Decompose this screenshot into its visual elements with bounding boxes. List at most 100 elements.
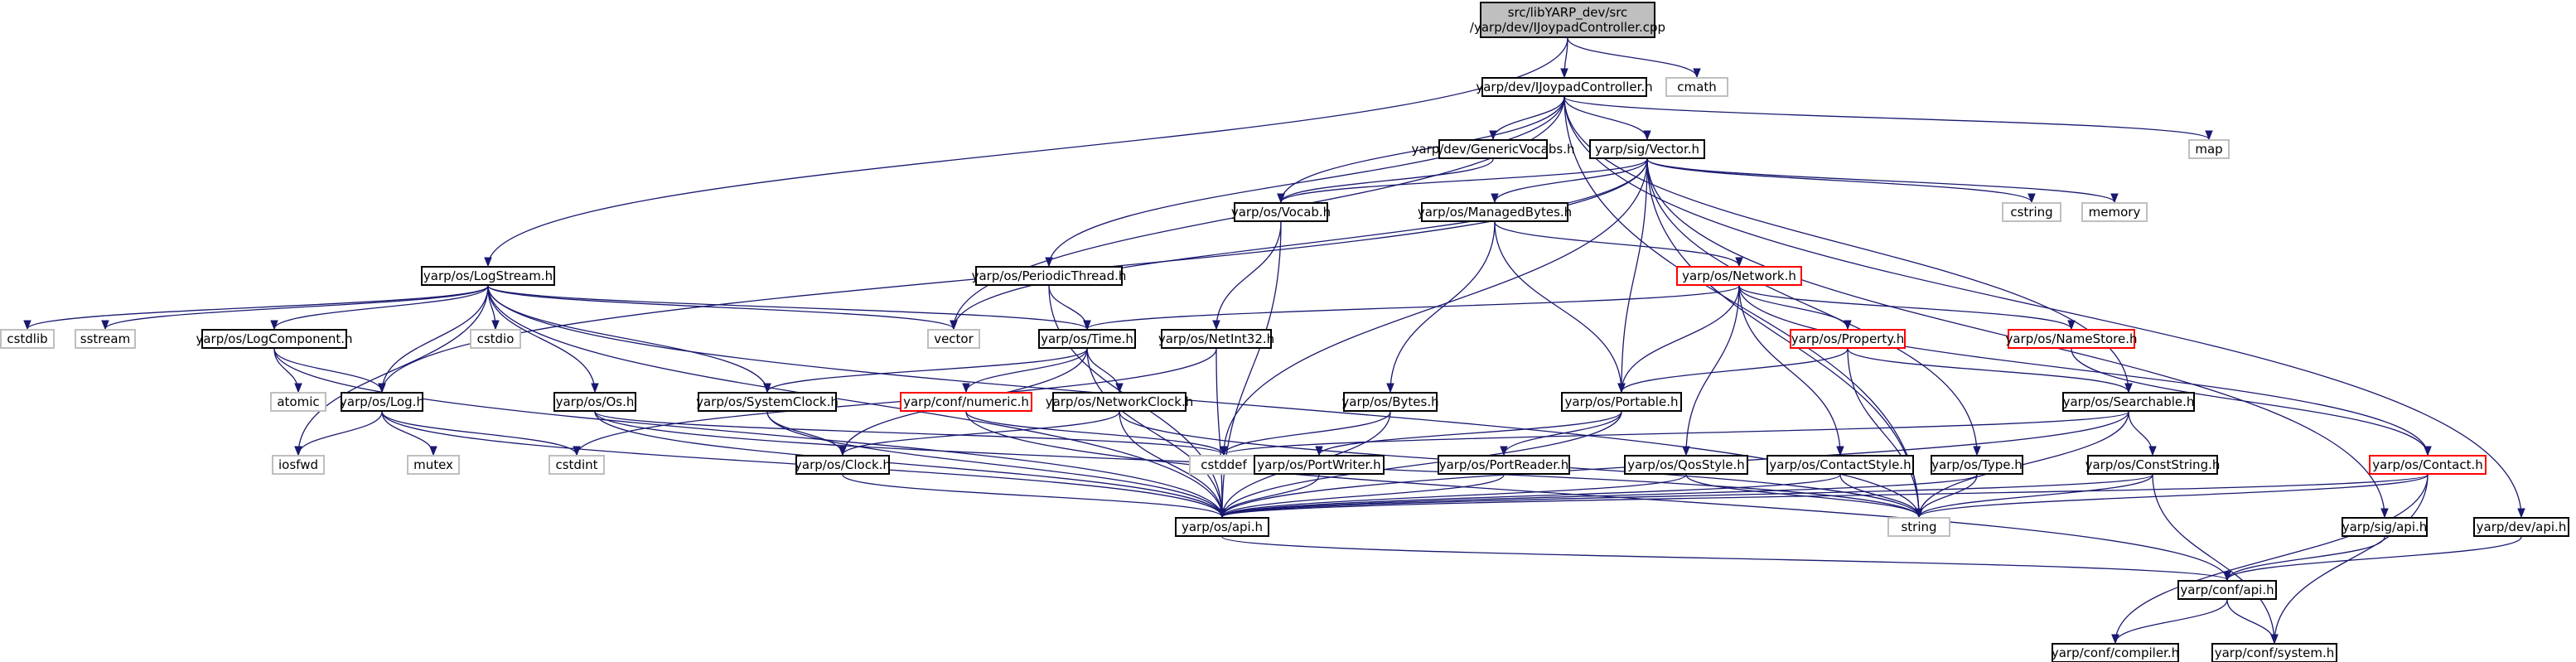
- node-ijoy[interactable]: yarp/dev/IJoypadController.h: [1476, 77, 1653, 97]
- node-label-searchable: yarp/os/Searchable.h: [2063, 394, 2195, 409]
- node-box-netint32: [1161, 329, 1272, 349]
- node-sigvector[interactable]: yarp/sig/Vector.h: [1589, 139, 1705, 159]
- node-label-logstream: yarp/os/LogStream.h: [423, 268, 553, 283]
- node-portable[interactable]: yarp/os/Portable.h: [1561, 392, 1682, 412]
- edge-contact-to-osapi: [1222, 474, 2429, 518]
- node-clock[interactable]: yarp/os/Clock.h: [795, 455, 891, 475]
- node-logcomp[interactable]: yarp/os/LogComponent.h: [196, 329, 353, 349]
- edge-network-to-namestore: [1738, 285, 2071, 330]
- node-box-string: [1887, 517, 1950, 537]
- edge-searchable-to-string: [1919, 411, 2129, 517]
- edge-sigvector-to-cstring: [1646, 158, 2032, 203]
- node-box-contactstyle: [1766, 455, 1914, 475]
- edge-root-to-logstream: [488, 37, 1568, 266]
- node-sysclock[interactable]: yarp/os/SystemClock.h: [696, 392, 839, 412]
- edge-managedbytes-to-network: [1494, 221, 1739, 267]
- edge-sysclock-to-osapi: [766, 411, 1222, 517]
- node-genvocabs[interactable]: yarp/dev/GenericVocabs.h: [1412, 139, 1575, 159]
- node-managedbytes[interactable]: yarp/os/ManagedBytes.h: [1418, 202, 1572, 222]
- node-label-devapi: yarp/dev/api.h: [2477, 519, 2567, 534]
- node-map: map: [2188, 139, 2230, 159]
- node-label-conststring: yarp/os/ConstString.h: [2085, 457, 2221, 472]
- edge-network-to-time: [1087, 285, 1740, 330]
- edge-sigvector-to-managedbytes: [1495, 158, 1648, 203]
- node-periodic[interactable]: yarp/os/PeriodicThread.h: [972, 266, 1127, 286]
- node-box-portwriter: [1254, 455, 1385, 475]
- node-label-iosfwd: iosfwd: [278, 457, 318, 472]
- node-log[interactable]: yarp/os/Log.h: [340, 392, 424, 412]
- node-box-time: [1038, 329, 1136, 349]
- node-label-portreader: yarp/os/PortReader.h: [1439, 457, 1569, 472]
- edge-numeric-to-cstddef: [965, 411, 1224, 456]
- edge-network-to-qosstyle: [1686, 285, 1740, 455]
- node-system[interactable]: yarp/conf/system.h: [2211, 643, 2337, 662]
- edge-logstream-to-logcomp: [274, 285, 489, 330]
- node-vocab[interactable]: yarp/os/Vocab.h: [1231, 202, 1331, 222]
- edge-namestore-to-contact: [2071, 348, 2428, 455]
- node-box-logcomp: [201, 329, 347, 349]
- edge-logcomp-to-log: [273, 348, 382, 393]
- node-portreader[interactable]: yarp/os/PortReader.h: [1438, 455, 1570, 475]
- node-label-clock: yarp/os/Clock.h: [795, 457, 891, 472]
- node-type[interactable]: yarp/os/Type.h: [1931, 455, 2023, 475]
- node-label-root: src/libYARP_dev/src: [1508, 5, 1628, 21]
- node-devapi[interactable]: yarp/dev/api.h: [2473, 517, 2569, 537]
- node-box-mutex: [407, 455, 460, 475]
- node-netclock[interactable]: yarp/os/NetworkClock.h: [1046, 392, 1194, 412]
- node-sigapi[interactable]: yarp/sig/api.h: [2342, 517, 2428, 537]
- node-property[interactable]: yarp/os/Property.h: [1790, 329, 1906, 349]
- node-compiler[interactable]: yarp/conf/compiler.h: [2052, 643, 2179, 662]
- edge-searchable-to-cstddef: [1224, 411, 2129, 456]
- node-box-managedbytes: [1421, 202, 1568, 222]
- node-box-portable: [1561, 392, 1682, 412]
- node-qosstyle[interactable]: yarp/os/QosStyle.h: [1624, 455, 1748, 475]
- node-contact[interactable]: yarp/os/Contact.h: [2369, 455, 2487, 475]
- edge-ijoy-to-sigvector: [1563, 96, 1647, 140]
- node-contactstyle[interactable]: yarp/os/ContactStyle.h: [1766, 455, 1914, 475]
- node-namestore[interactable]: yarp/os/NameStore.h: [2005, 329, 2138, 349]
- edge-osapi-to-confapi: [1221, 536, 2227, 581]
- node-box-osapi: [1175, 517, 1269, 537]
- node-label-confapi: yarp/conf/api.h: [2180, 582, 2274, 597]
- node-network[interactable]: yarp/os/Network.h: [1676, 266, 1802, 286]
- node-netint32[interactable]: yarp/os/NetInt32.h: [1158, 329, 1274, 349]
- node-box-os: [553, 392, 636, 412]
- node-mutex: mutex: [407, 455, 460, 475]
- node-confapi[interactable]: yarp/conf/api.h: [2177, 580, 2277, 600]
- edge-sigvector-to-portable: [1621, 158, 1648, 392]
- edge-conststring-to-osapi: [1222, 474, 2153, 518]
- edge-ijoy-to-map: [1563, 96, 2209, 140]
- edge-property-to-searchable: [1847, 348, 2129, 393]
- node-iosfwd: iosfwd: [272, 455, 325, 475]
- node-box-cstdlib: [0, 329, 55, 349]
- node-label-type: yarp/os/Type.h: [1931, 457, 2023, 472]
- edge-property-to-portable: [1621, 348, 1849, 393]
- node-label-cstring: cstring: [2010, 205, 2052, 220]
- edge-ijoy-to-devapi: [1563, 96, 2521, 517]
- node-portwriter[interactable]: yarp/os/PortWriter.h: [1254, 455, 1385, 475]
- node-logstream[interactable]: yarp/os/LogStream.h: [421, 266, 555, 286]
- node-cstdlib: cstdlib: [0, 329, 55, 349]
- node-label-logcomp: yarp/os/LogComponent.h: [196, 331, 352, 346]
- node-label-genvocabs: yarp/dev/GenericVocabs.h: [1412, 142, 1575, 157]
- edge-managedbytes-to-portable: [1494, 221, 1621, 392]
- node-os[interactable]: yarp/os/Os.h: [553, 392, 636, 412]
- edge-network-to-contactstyle: [1738, 285, 1840, 455]
- node-root[interactable]: src/libYARP_dev/src/yarp/dev/IJoypadCont…: [1470, 2, 1665, 38]
- edge-network-to-contact: [1738, 285, 2428, 455]
- node-box-root: [1480, 2, 1655, 38]
- node-numeric[interactable]: yarp/conf/numeric.h: [900, 392, 1032, 412]
- edge-vocab-to-netint32: [1216, 221, 1282, 329]
- node-box-atomic: [270, 392, 326, 412]
- node-label-numeric: yarp/conf/numeric.h: [903, 394, 1029, 409]
- node-osapi[interactable]: yarp/os/api.h: [1175, 517, 1269, 537]
- edge-logstream-to-vector: [487, 285, 954, 330]
- node-searchable[interactable]: yarp/os/Searchable.h: [2062, 392, 2195, 412]
- node-conststring[interactable]: yarp/os/ConstString.h: [2085, 455, 2221, 475]
- node-time[interactable]: yarp/os/Time.h: [1038, 329, 1136, 349]
- edge-os-to-cstddef: [594, 411, 1224, 456]
- node-box-map: [2188, 139, 2230, 159]
- node-cmath: cmath: [1665, 77, 1728, 97]
- node-bytes[interactable]: yarp/os/Bytes.h: [1341, 392, 1439, 412]
- edge-conststring-to-string: [1919, 474, 2153, 518]
